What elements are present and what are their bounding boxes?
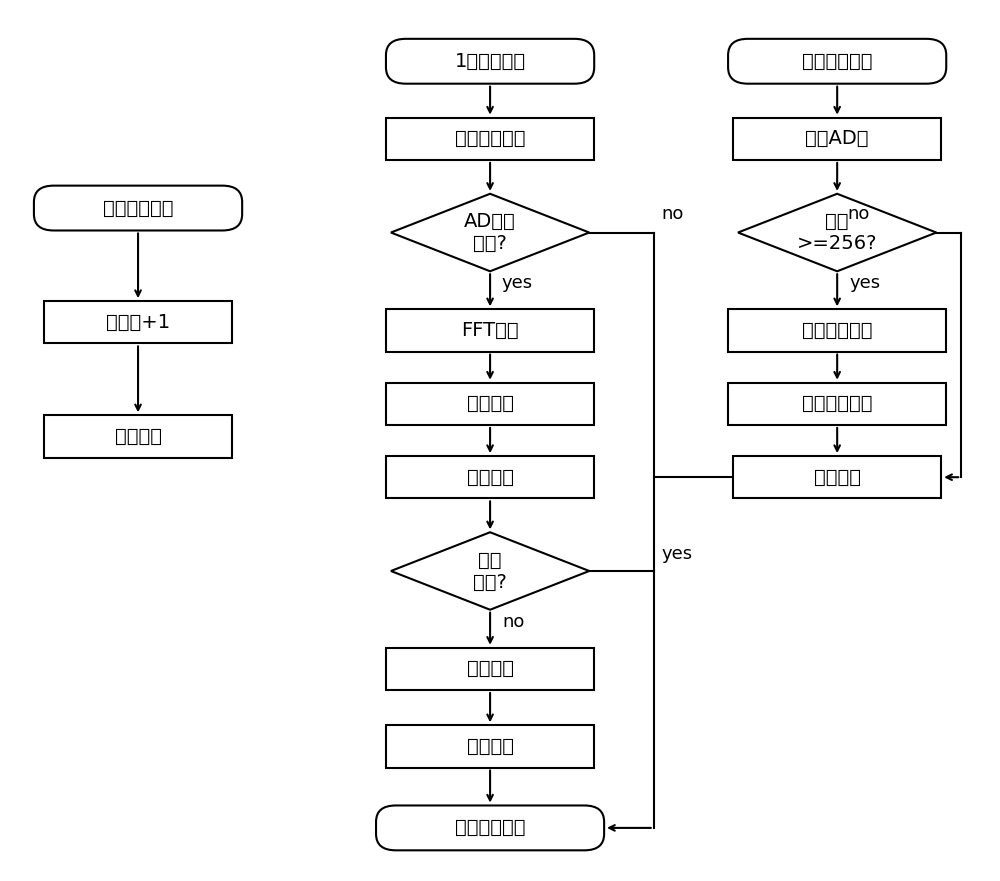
Text: yes: yes	[662, 544, 693, 563]
Text: 退出服务函数: 退出服务函数	[455, 818, 525, 838]
Text: 开启采样: 开启采样	[467, 737, 514, 756]
Text: no: no	[662, 204, 684, 223]
Text: 退出中断: 退出中断	[814, 468, 861, 486]
Text: 点数
>=256?: 点数 >=256?	[797, 212, 877, 253]
Text: AD采样
结束?: AD采样 结束?	[464, 212, 516, 253]
Text: no: no	[847, 204, 869, 223]
Polygon shape	[738, 194, 936, 271]
Text: 1秒服务函数: 1秒服务函数	[455, 52, 526, 70]
FancyBboxPatch shape	[376, 805, 604, 850]
Text: FFT计算: FFT计算	[461, 321, 519, 340]
Text: 瞬时
振动?: 瞬时 振动?	[473, 551, 507, 591]
FancyBboxPatch shape	[386, 309, 594, 352]
FancyBboxPatch shape	[386, 456, 594, 499]
FancyBboxPatch shape	[386, 39, 594, 84]
FancyBboxPatch shape	[728, 382, 946, 425]
FancyBboxPatch shape	[386, 725, 594, 767]
Text: 捕捉中断服务: 捕捉中断服务	[103, 198, 173, 218]
Text: no: no	[502, 613, 524, 632]
FancyBboxPatch shape	[386, 117, 594, 160]
Text: 频率值+1: 频率值+1	[106, 313, 170, 332]
Text: 计算AD值: 计算AD值	[805, 130, 869, 148]
FancyBboxPatch shape	[44, 415, 232, 457]
FancyBboxPatch shape	[386, 382, 594, 425]
Text: yes: yes	[849, 274, 880, 292]
Text: 关采样定时器: 关采样定时器	[802, 321, 872, 340]
FancyBboxPatch shape	[733, 456, 941, 499]
FancyBboxPatch shape	[34, 186, 242, 231]
Text: 比值修正: 比值修正	[467, 395, 514, 413]
FancyBboxPatch shape	[386, 648, 594, 690]
Text: 输出结果: 输出结果	[467, 659, 514, 678]
Text: 退出中断: 退出中断	[115, 427, 162, 446]
FancyBboxPatch shape	[733, 117, 941, 160]
Text: 采样结束标志: 采样结束标志	[802, 395, 872, 413]
Text: 采样中断服务: 采样中断服务	[802, 52, 872, 70]
Text: 软件限幅: 软件限幅	[467, 468, 514, 486]
FancyBboxPatch shape	[728, 39, 946, 84]
Polygon shape	[391, 194, 589, 271]
Polygon shape	[391, 532, 589, 610]
FancyBboxPatch shape	[44, 301, 232, 344]
Text: yes: yes	[502, 274, 533, 292]
FancyBboxPatch shape	[728, 309, 946, 352]
Text: 计算捕捉频率: 计算捕捉频率	[455, 130, 525, 148]
